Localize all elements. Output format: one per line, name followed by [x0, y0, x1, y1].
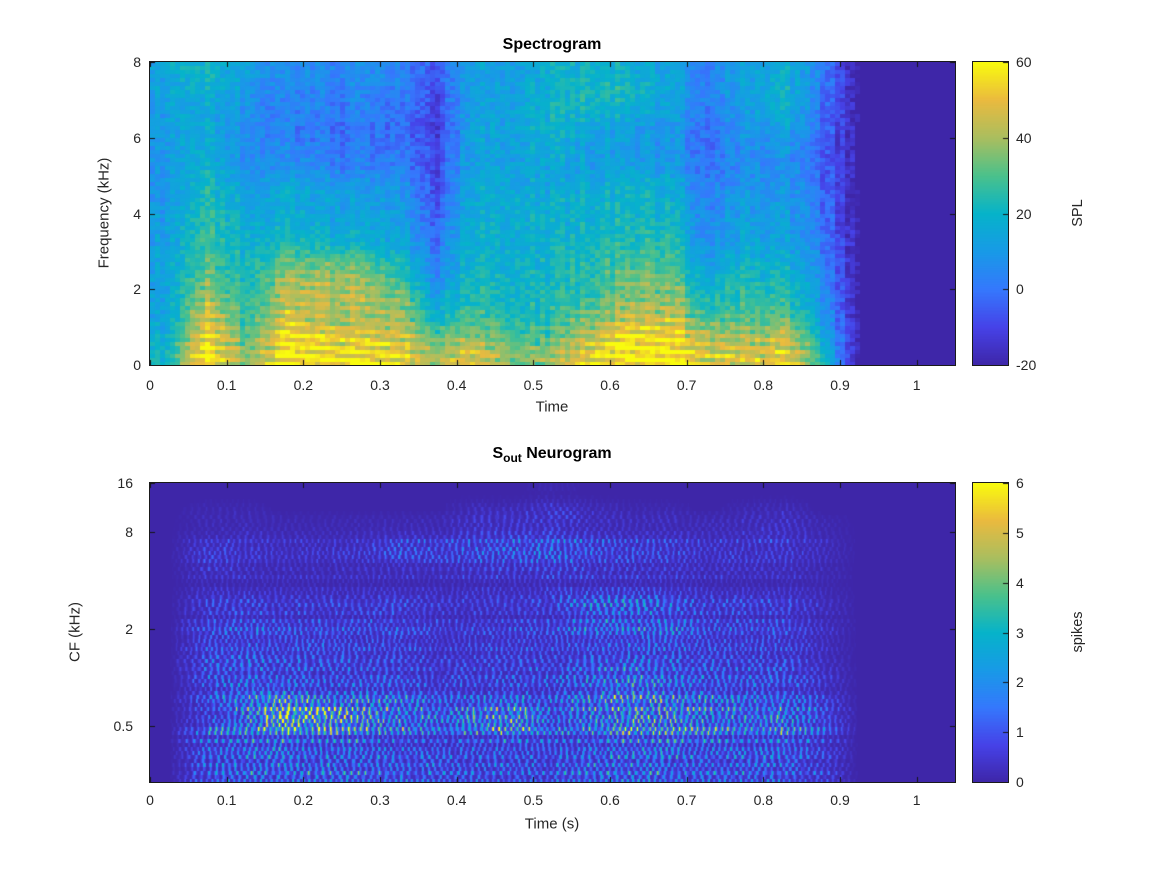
spectrogram-ytick-label: 0	[133, 357, 141, 373]
neurogram-xtick-label: 0.7	[676, 792, 697, 808]
neurogram-heatmap	[149, 482, 956, 783]
spectrogram-heatmap	[149, 61, 956, 366]
spectrogram-xtick-label: 0.4	[446, 377, 467, 393]
spectrogram-ytick-label: 2	[133, 281, 141, 298]
spectrogram-colorbar-tick-label: -20	[1016, 357, 1037, 373]
spectrogram-colorbar-tick-label: 0	[1016, 281, 1024, 298]
spectrogram-colorbar-tick-label: 40	[1016, 129, 1032, 146]
neurogram-xtick-label: 0.8	[753, 792, 774, 808]
neurogram-xtick-label: 0.5	[523, 792, 544, 808]
spectrogram-colorbar-label: SPL	[1070, 199, 1086, 227]
neurogram-ylabel: CF (kHz)	[66, 602, 84, 662]
neurogram-xtick-label: 0.6	[600, 792, 620, 808]
spectrogram-ylabel: Frequency (kHz)	[95, 157, 113, 269]
neurogram-xlabel: Time (s)	[524, 815, 580, 833]
spectrogram-xtick-label: 0.5	[523, 377, 544, 393]
neurogram-title-subscript: out	[503, 451, 522, 465]
spectrogram-xtick-label: 1	[912, 377, 921, 393]
spectrogram-title: Spectrogram	[502, 36, 602, 53]
spectrogram-ytick-label: 4	[133, 205, 141, 222]
spectrogram-xtick-label: 0.7	[676, 377, 697, 393]
neurogram-colorbar-tick-label: 5	[1016, 524, 1024, 541]
neurogram-colorbar-tick-label: 1	[1016, 724, 1024, 741]
spectrogram-xtick-label: 0.1	[216, 377, 237, 393]
neurogram-xtick-label: 0.1	[216, 792, 237, 808]
neurogram-xtick-label: 1	[912, 792, 921, 808]
neurogram-title: Sout Neurogram	[492, 445, 611, 465]
spectrogram-ytick-label: 6	[133, 129, 141, 146]
neurogram-ytick-label: 2	[125, 620, 133, 637]
spectrogram-xtick-label: 0.9	[830, 377, 850, 393]
neurogram-colorbar-tick-label: 3	[1016, 624, 1024, 641]
neurogram-colorbar-label: spikes	[1070, 611, 1086, 653]
spectrogram-xtick-label: 0.8	[753, 377, 774, 393]
neurogram-colorbar-tick-label: 6	[1016, 475, 1024, 491]
spectrogram-colorbar-tick-label: 20	[1016, 205, 1032, 222]
neurogram-xtick-label: 0.3	[370, 792, 390, 808]
neurogram-colorbar-tick-label: 4	[1016, 574, 1024, 591]
spectrogram-colorbar	[972, 61, 1009, 366]
neurogram-colorbar-tick-label: 0	[1016, 774, 1024, 790]
neurogram-xtick-label: 0	[146, 792, 154, 808]
neurogram-title-rest: Neurogram	[521, 445, 612, 462]
neurogram-xtick-label: 0.4	[446, 792, 467, 808]
spectrogram-xtick-label: 0.6	[600, 377, 620, 393]
neurogram-ytick-label: 8	[125, 523, 133, 540]
spectrogram-xtick-label: 0.3	[370, 377, 390, 393]
spectrogram-ytick-label: 8	[133, 54, 141, 70]
spectrogram-xlabel: Time	[535, 398, 569, 416]
spectrogram-xtick-label: 0	[146, 377, 154, 393]
spectrogram-xtick-label: 0.2	[293, 377, 314, 393]
neurogram-colorbar	[972, 482, 1009, 783]
neurogram-ytick-label: 16	[117, 475, 133, 491]
neurogram-xtick-label: 0.2	[293, 792, 314, 808]
neurogram-xtick-label: 0.9	[830, 792, 850, 808]
neurogram-colorbar-tick-label: 2	[1016, 674, 1024, 691]
neurogram-ytick-label: 0.5	[113, 717, 133, 734]
spectrogram-colorbar-tick-label: 60	[1016, 54, 1032, 70]
neurogram-title-prefix: S	[492, 445, 504, 462]
